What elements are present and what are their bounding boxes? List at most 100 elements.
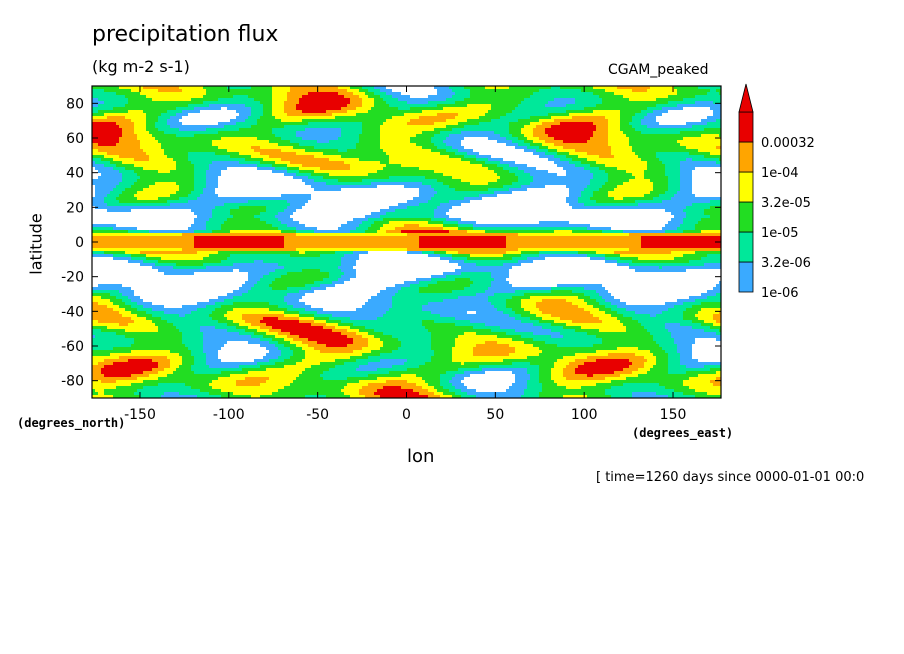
field-cell xyxy=(536,92,539,95)
field-cell xyxy=(398,125,401,128)
field-cell xyxy=(422,104,425,107)
field-cell xyxy=(704,125,707,128)
field-cell xyxy=(596,119,599,122)
field-cell xyxy=(629,98,632,101)
field-cell xyxy=(296,131,299,134)
field-cell xyxy=(506,98,509,101)
field-cell xyxy=(635,131,638,134)
field-cell xyxy=(128,92,131,95)
field-cell xyxy=(557,131,560,134)
field-cell xyxy=(479,125,482,128)
field-cell xyxy=(134,161,137,164)
field-cell xyxy=(674,137,677,140)
field-cell xyxy=(347,116,350,119)
field-cell xyxy=(620,146,623,149)
field-cell xyxy=(179,101,182,104)
field-cell xyxy=(221,146,224,149)
field-cell xyxy=(158,152,161,155)
field-cell xyxy=(311,107,314,110)
field-cell xyxy=(554,98,557,101)
field-cell xyxy=(608,131,611,134)
field-cell xyxy=(629,131,632,134)
field-cell xyxy=(266,98,269,101)
field-cell xyxy=(332,107,335,110)
field-cell xyxy=(125,134,128,137)
field-cell xyxy=(359,140,362,143)
field-cell xyxy=(125,101,128,104)
field-cell xyxy=(632,107,635,110)
field-cell xyxy=(386,149,389,152)
field-cell xyxy=(374,98,377,101)
field-cell xyxy=(434,101,437,104)
field-cell xyxy=(596,110,599,113)
field-cell xyxy=(389,98,392,101)
field-cell xyxy=(635,134,638,137)
field-cell xyxy=(320,98,323,101)
field-cell xyxy=(149,137,152,140)
field-cell xyxy=(230,107,233,110)
field-cell xyxy=(695,152,698,155)
field-cell xyxy=(614,116,617,119)
field-cell xyxy=(251,125,254,128)
field-cell xyxy=(659,89,662,92)
field-cell xyxy=(407,122,410,125)
field-cell xyxy=(605,137,608,140)
field-cell xyxy=(647,113,650,116)
field-cell xyxy=(227,140,230,143)
field-cell xyxy=(353,119,356,122)
field-cell xyxy=(227,107,230,110)
field-cell xyxy=(314,101,317,104)
field-cell xyxy=(539,146,542,149)
field-cell xyxy=(443,146,446,149)
field-cell xyxy=(638,110,641,113)
field-cell xyxy=(536,101,539,104)
field-cell xyxy=(98,92,101,95)
field-cell xyxy=(230,98,233,101)
field-cell xyxy=(395,155,398,158)
field-cell xyxy=(107,107,110,110)
field-cell xyxy=(698,101,701,104)
field-cell xyxy=(587,158,590,161)
field-cell xyxy=(533,143,536,146)
field-cell xyxy=(386,158,389,161)
field-cell xyxy=(680,92,683,95)
field-cell xyxy=(605,125,608,128)
field-cell xyxy=(692,137,695,140)
field-cell xyxy=(668,143,671,146)
field-cell xyxy=(230,152,233,155)
field-cell xyxy=(506,131,509,134)
field-cell xyxy=(515,146,518,149)
field-cell xyxy=(314,149,317,152)
field-cell xyxy=(272,116,275,119)
field-cell xyxy=(500,113,503,116)
field-cell xyxy=(245,92,248,95)
field-cell xyxy=(692,149,695,152)
field-cell xyxy=(524,95,527,98)
field-cell xyxy=(425,152,428,155)
field-cell xyxy=(575,116,578,119)
field-cell xyxy=(317,104,320,107)
field-cell xyxy=(146,104,149,107)
field-cell xyxy=(383,152,386,155)
field-cell xyxy=(161,128,164,131)
field-cell xyxy=(215,104,218,107)
field-cell xyxy=(221,149,224,152)
field-cell xyxy=(134,134,137,137)
field-cell xyxy=(707,128,710,131)
field-cell xyxy=(683,104,686,107)
field-cell xyxy=(536,104,539,107)
field-cell xyxy=(218,146,221,149)
field-cell xyxy=(332,104,335,107)
field-cell xyxy=(653,146,656,149)
field-cell xyxy=(392,101,395,104)
field-cell xyxy=(308,149,311,152)
field-cell xyxy=(164,140,167,143)
field-cell xyxy=(611,128,614,131)
field-cell xyxy=(572,119,575,122)
field-cell xyxy=(278,128,281,131)
field-cell xyxy=(197,104,200,107)
field-cell xyxy=(575,125,578,128)
field-cell xyxy=(557,149,560,152)
field-cell xyxy=(302,104,305,107)
field-cell xyxy=(221,89,224,92)
